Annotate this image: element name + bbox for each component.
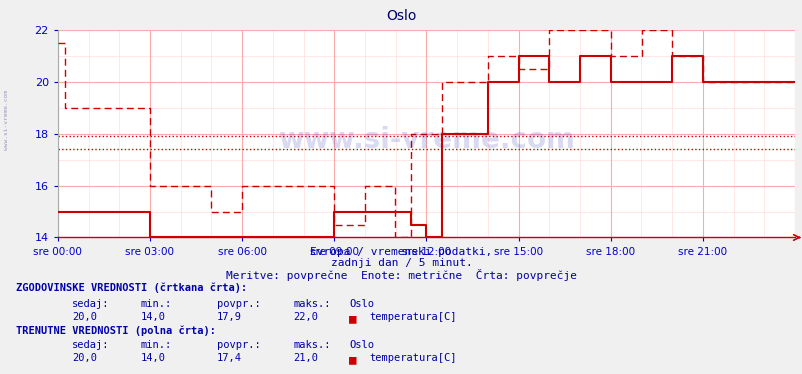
Text: sedaj:: sedaj: [72,340,110,350]
Text: povpr.:: povpr.: [217,340,260,350]
Text: ZGODOVINSKE VREDNOSTI (črtkana črta):: ZGODOVINSKE VREDNOSTI (črtkana črta): [16,282,247,293]
Text: 14,0: 14,0 [140,353,165,364]
Text: maks.:: maks.: [293,299,330,309]
Text: zadnji dan / 5 minut.: zadnji dan / 5 minut. [330,258,472,268]
Text: temperatura[C]: temperatura[C] [369,353,456,364]
Text: min.:: min.: [140,299,172,309]
Text: min.:: min.: [140,340,172,350]
Text: 17,9: 17,9 [217,312,241,322]
Text: www.si-vreme.com: www.si-vreme.com [277,126,574,154]
Text: ■: ■ [349,353,356,367]
Text: 21,0: 21,0 [293,353,318,364]
Text: Evropa / vremenski podatki,: Evropa / vremenski podatki, [310,247,492,257]
Text: Oslo: Oslo [349,340,374,350]
Text: ■: ■ [349,312,356,325]
Text: povpr.:: povpr.: [217,299,260,309]
Text: sedaj:: sedaj: [72,299,110,309]
Text: Meritve: povprečne  Enote: metrične  Črta: povprečje: Meritve: povprečne Enote: metrične Črta:… [225,269,577,281]
Text: www.si-vreme.com: www.si-vreme.com [4,90,9,150]
Text: Oslo: Oslo [386,9,416,23]
Text: TRENUTNE VREDNOSTI (polna črta):: TRENUTNE VREDNOSTI (polna črta): [16,325,216,336]
Text: 14,0: 14,0 [140,312,165,322]
Text: maks.:: maks.: [293,340,330,350]
Text: Oslo: Oslo [349,299,374,309]
Text: 22,0: 22,0 [293,312,318,322]
Text: 17,4: 17,4 [217,353,241,364]
Text: temperatura[C]: temperatura[C] [369,312,456,322]
Text: 20,0: 20,0 [72,312,97,322]
Text: 20,0: 20,0 [72,353,97,364]
